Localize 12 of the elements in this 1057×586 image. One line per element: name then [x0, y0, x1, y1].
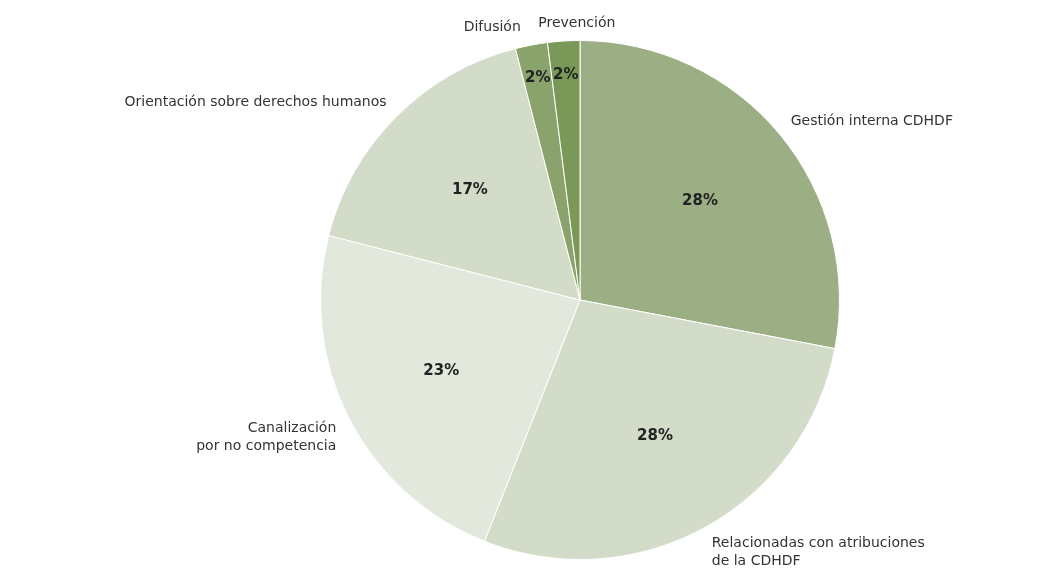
- slice-label: Difusión: [463, 17, 521, 34]
- slice-label: Gestión interna CDHDF: [790, 112, 953, 129]
- data-label: 2%: [524, 68, 551, 87]
- slice-label: Prevención: [538, 13, 616, 30]
- slice-label: Canalización por no competencia: [196, 418, 337, 453]
- data-label: 23%: [423, 360, 460, 379]
- slice-label: Orientación sobre derechos humanos: [124, 93, 387, 110]
- data-label: 17%: [451, 179, 488, 198]
- slice-label: Relacionadas con atribuciones de la CDHDF: [711, 534, 925, 569]
- data-label: 2%: [553, 64, 579, 83]
- data-label: 28%: [682, 190, 718, 209]
- data-label: 28%: [637, 426, 673, 445]
